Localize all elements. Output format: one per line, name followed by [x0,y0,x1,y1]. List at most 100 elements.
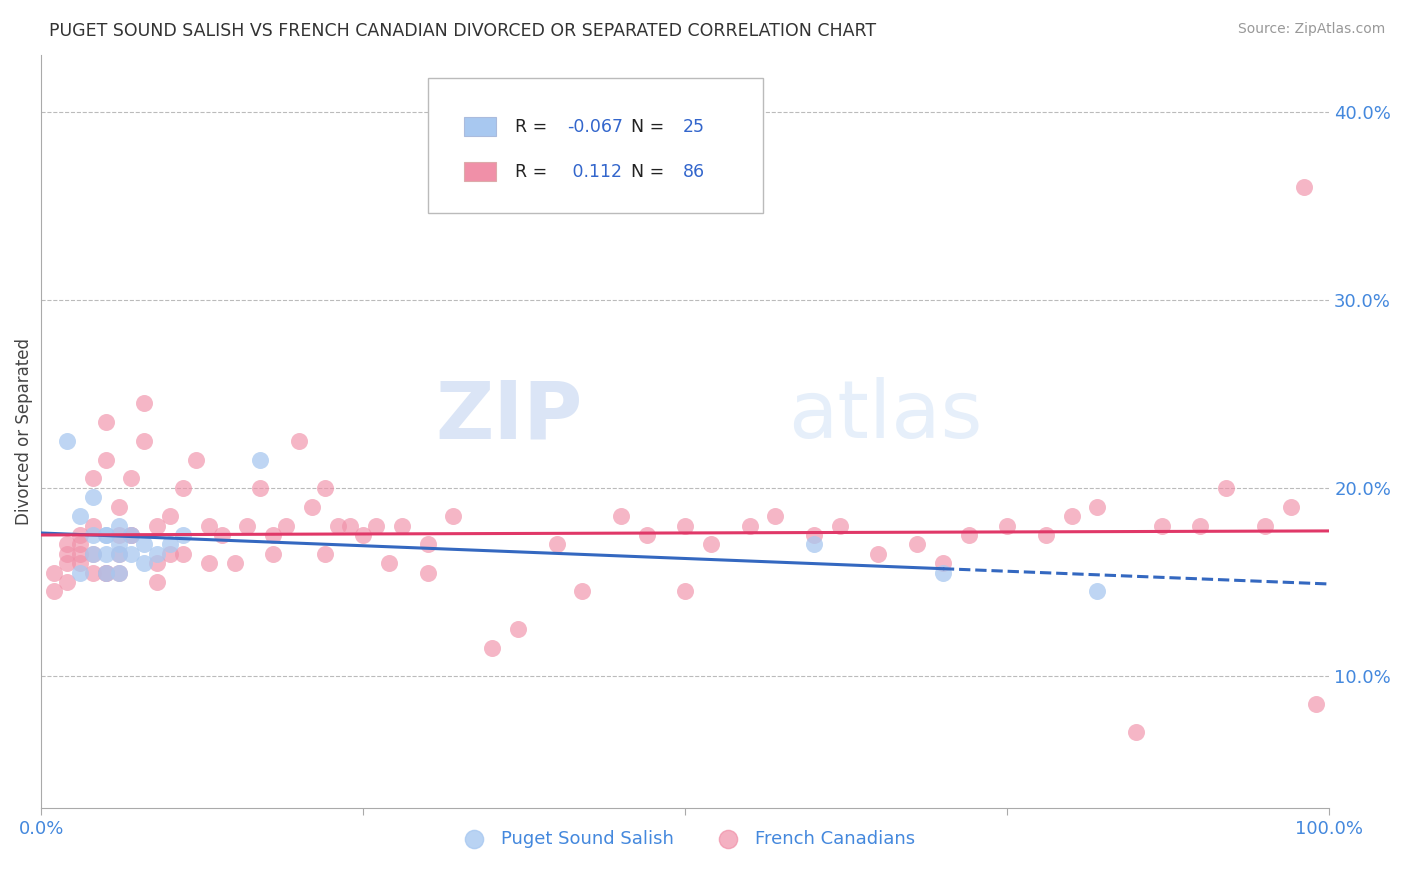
Point [1215,481,1237,495]
Point [339,518,361,533]
Point [94,547,117,561]
Point [107,537,129,551]
Text: N =: N = [631,118,669,136]
Point [82,518,104,533]
Point [56,547,79,561]
FancyBboxPatch shape [464,117,496,136]
Text: R =: R = [515,118,553,136]
Point [610,509,633,524]
Point [673,584,696,599]
Point [56,537,79,551]
Point [184,452,207,467]
Point [146,556,169,570]
Point [146,518,169,533]
Text: 0.112: 0.112 [567,163,621,181]
Point [932,566,955,580]
Point [44,584,66,599]
Point [107,566,129,580]
Point [107,547,129,561]
Point [326,518,349,533]
Point [107,566,129,580]
Point [416,566,439,580]
Point [69,566,91,580]
Point [94,566,117,580]
FancyBboxPatch shape [427,78,762,213]
Point [314,547,336,561]
Point [224,556,246,570]
Text: atlas: atlas [789,377,983,456]
Point [172,528,194,542]
Point [765,509,787,524]
Point [301,500,323,514]
Point [82,528,104,542]
Point [1035,528,1057,542]
Point [378,556,401,570]
Point [94,415,117,429]
Point [121,547,143,561]
Text: Source: ZipAtlas.com: Source: ZipAtlas.com [1237,22,1385,37]
Point [636,528,658,542]
Point [1087,584,1109,599]
Point [1305,698,1327,712]
Point [506,622,529,636]
Point [82,471,104,485]
Point [197,518,219,533]
Point [94,528,117,542]
Point [673,518,696,533]
Point [1060,509,1083,524]
Point [546,537,568,551]
Point [197,556,219,570]
Point [107,500,129,514]
Point [957,528,980,542]
Point [107,518,129,533]
Point [1125,725,1147,739]
Point [262,547,284,561]
Point [107,547,129,561]
Point [107,528,129,542]
Point [172,547,194,561]
Point [121,528,143,542]
FancyBboxPatch shape [464,162,496,181]
Point [134,537,156,551]
Point [82,547,104,561]
Point [803,528,825,542]
Text: R =: R = [515,163,553,181]
Point [56,434,79,448]
Point [121,471,143,485]
Point [94,566,117,580]
Point [44,566,66,580]
Point [995,518,1018,533]
Point [146,547,169,561]
Point [249,452,271,467]
Point [94,566,117,580]
Point [443,509,465,524]
Point [69,509,91,524]
Point [288,434,311,448]
Point [121,528,143,542]
Point [828,518,851,533]
Point [69,547,91,561]
Point [314,481,336,495]
Point [481,640,503,655]
Point [211,528,233,542]
Point [1087,500,1109,514]
Point [1279,500,1302,514]
Point [700,537,723,551]
Text: 86: 86 [683,163,704,181]
Point [82,566,104,580]
Point [159,537,181,551]
Point [69,537,91,551]
Text: N =: N = [631,163,669,181]
Point [69,556,91,570]
Point [366,518,388,533]
Point [391,518,413,533]
Y-axis label: Divorced or Separated: Divorced or Separated [15,338,32,525]
Point [249,481,271,495]
Point [1150,518,1173,533]
Point [82,547,104,561]
Point [1254,518,1277,533]
Point [416,537,439,551]
Point [905,537,928,551]
Point [121,528,143,542]
Point [69,528,91,542]
